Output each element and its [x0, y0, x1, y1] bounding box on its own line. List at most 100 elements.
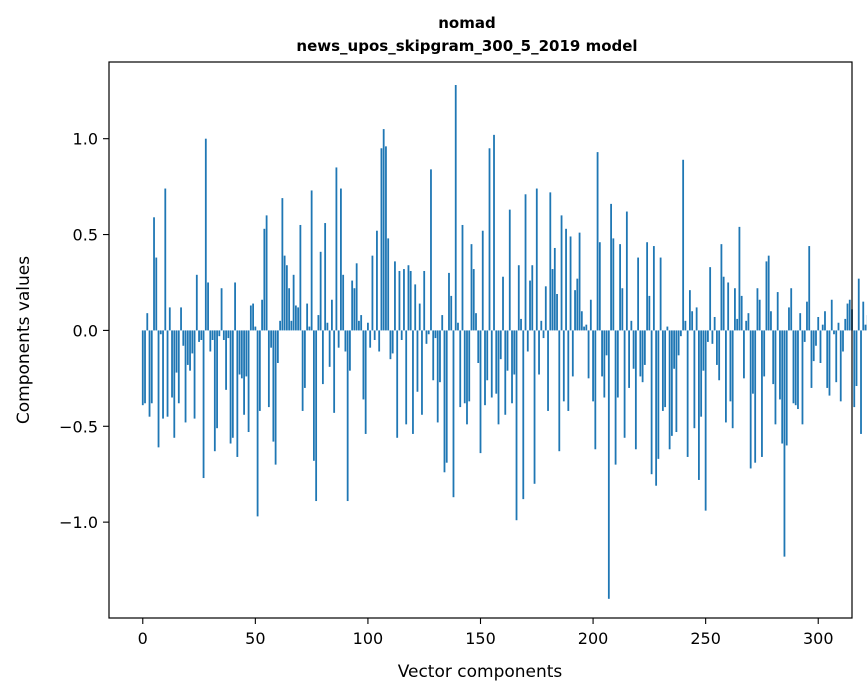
bar	[362, 330, 365, 400]
bar	[349, 330, 351, 371]
bar	[749, 330, 752, 469]
bar	[727, 282, 730, 331]
bar	[213, 330, 216, 452]
bar	[162, 330, 164, 419]
bar	[616, 330, 619, 398]
bar	[826, 330, 829, 388]
bar	[175, 330, 178, 373]
bar	[200, 330, 203, 340]
bar	[263, 228, 266, 331]
bar	[486, 330, 489, 381]
bar	[211, 330, 214, 340]
bar	[655, 330, 658, 486]
bar	[688, 290, 691, 331]
bar	[659, 257, 662, 331]
bar	[747, 313, 750, 331]
bar	[141, 330, 144, 406]
bar	[189, 330, 191, 371]
bar	[790, 288, 793, 331]
bar	[576, 278, 579, 331]
bar	[164, 188, 167, 331]
bar	[204, 138, 207, 331]
bar	[155, 257, 158, 331]
bar	[643, 330, 646, 365]
bar	[547, 330, 549, 411]
bar	[220, 288, 223, 331]
bar	[772, 330, 775, 385]
bar	[729, 330, 732, 402]
bar	[497, 330, 500, 425]
bar	[544, 286, 547, 331]
bar	[558, 330, 561, 452]
bar	[670, 330, 673, 436]
bar	[637, 257, 640, 331]
bar	[711, 330, 714, 344]
bar	[407, 265, 410, 331]
bar	[592, 330, 594, 402]
bar	[842, 330, 844, 352]
bar	[763, 330, 766, 377]
bar	[758, 299, 761, 331]
bar	[824, 311, 826, 331]
bar	[153, 217, 155, 331]
bar	[693, 330, 696, 429]
bar	[227, 330, 230, 339]
bar	[285, 265, 288, 331]
chart-subtitle: news_upos_skipgram_300_5_2019 model	[296, 37, 637, 55]
bar	[274, 330, 277, 465]
bar	[677, 330, 680, 356]
bar	[531, 265, 534, 331]
bar	[704, 330, 707, 511]
bar	[443, 330, 446, 473]
bar	[835, 330, 838, 383]
bar	[695, 307, 698, 331]
bar	[540, 320, 543, 331]
bar	[294, 305, 297, 331]
bar	[353, 288, 356, 331]
bar	[371, 255, 374, 331]
bar	[418, 303, 421, 331]
bar	[661, 330, 664, 411]
bar	[452, 330, 455, 498]
bar	[254, 326, 257, 331]
bar	[571, 330, 574, 377]
bar	[303, 330, 306, 388]
y-axis-ticks: −1.0 −0.5 0.0 0.5 1.0	[59, 130, 109, 532]
bar	[272, 330, 275, 442]
bar	[308, 326, 311, 331]
bar	[551, 269, 554, 331]
bar	[632, 330, 635, 369]
bar	[479, 330, 482, 454]
bar	[828, 330, 831, 396]
bar	[722, 276, 725, 331]
bar	[150, 330, 153, 404]
bar	[376, 230, 378, 331]
bar	[231, 330, 234, 438]
bar	[434, 330, 437, 339]
bar	[580, 311, 583, 331]
bar	[283, 255, 286, 331]
bar	[225, 330, 227, 390]
y-tick-label: 1.0	[73, 130, 98, 149]
bar	[276, 330, 279, 363]
bar	[844, 318, 847, 331]
bar	[774, 330, 777, 425]
bar	[166, 330, 169, 417]
y-tick-label: −0.5	[59, 417, 98, 436]
bar	[767, 255, 770, 331]
bar	[864, 324, 867, 331]
bar	[346, 330, 349, 502]
bar	[837, 322, 840, 331]
bar	[808, 246, 811, 331]
bar	[756, 288, 759, 331]
bar	[209, 330, 212, 352]
bar	[860, 330, 862, 434]
bar	[355, 263, 358, 331]
y-tick-label: −1.0	[59, 513, 98, 532]
bar	[358, 320, 360, 331]
bar	[256, 330, 259, 517]
bar	[560, 215, 563, 331]
bar	[578, 232, 581, 331]
bar	[168, 307, 171, 331]
bar	[499, 330, 502, 360]
